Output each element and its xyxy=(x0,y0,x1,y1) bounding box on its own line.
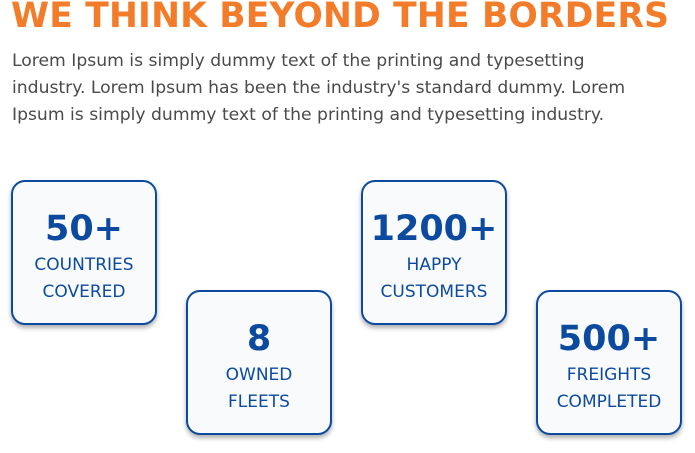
stat-number: 50+ xyxy=(44,209,124,249)
section-heading: WE THINK BEYOND THE BORDERS xyxy=(11,0,670,36)
stat-card-fleets: 8 OWNED FLEETS xyxy=(186,290,332,435)
stat-number: 1200+ xyxy=(370,209,498,249)
stat-label: OWNED FLEETS xyxy=(225,365,293,412)
stat-label: COUNTRIES COVERED xyxy=(34,255,134,302)
stat-label: HAPPY CUSTOMERS xyxy=(380,255,488,302)
stat-number: 500+ xyxy=(557,319,661,359)
stat-number: 8 xyxy=(246,319,272,359)
stat-label: FREIGHTS COMPLETED xyxy=(556,365,662,412)
section-description: Lorem Ipsum is simply dummy text of the … xyxy=(12,51,626,125)
stat-card-customers: 1200+ HAPPY CUSTOMERS xyxy=(361,180,507,325)
stat-card-freights: 500+ FREIGHTS COMPLETED xyxy=(536,290,682,435)
stat-card-countries: 50+ COUNTRIES COVERED xyxy=(11,180,157,325)
